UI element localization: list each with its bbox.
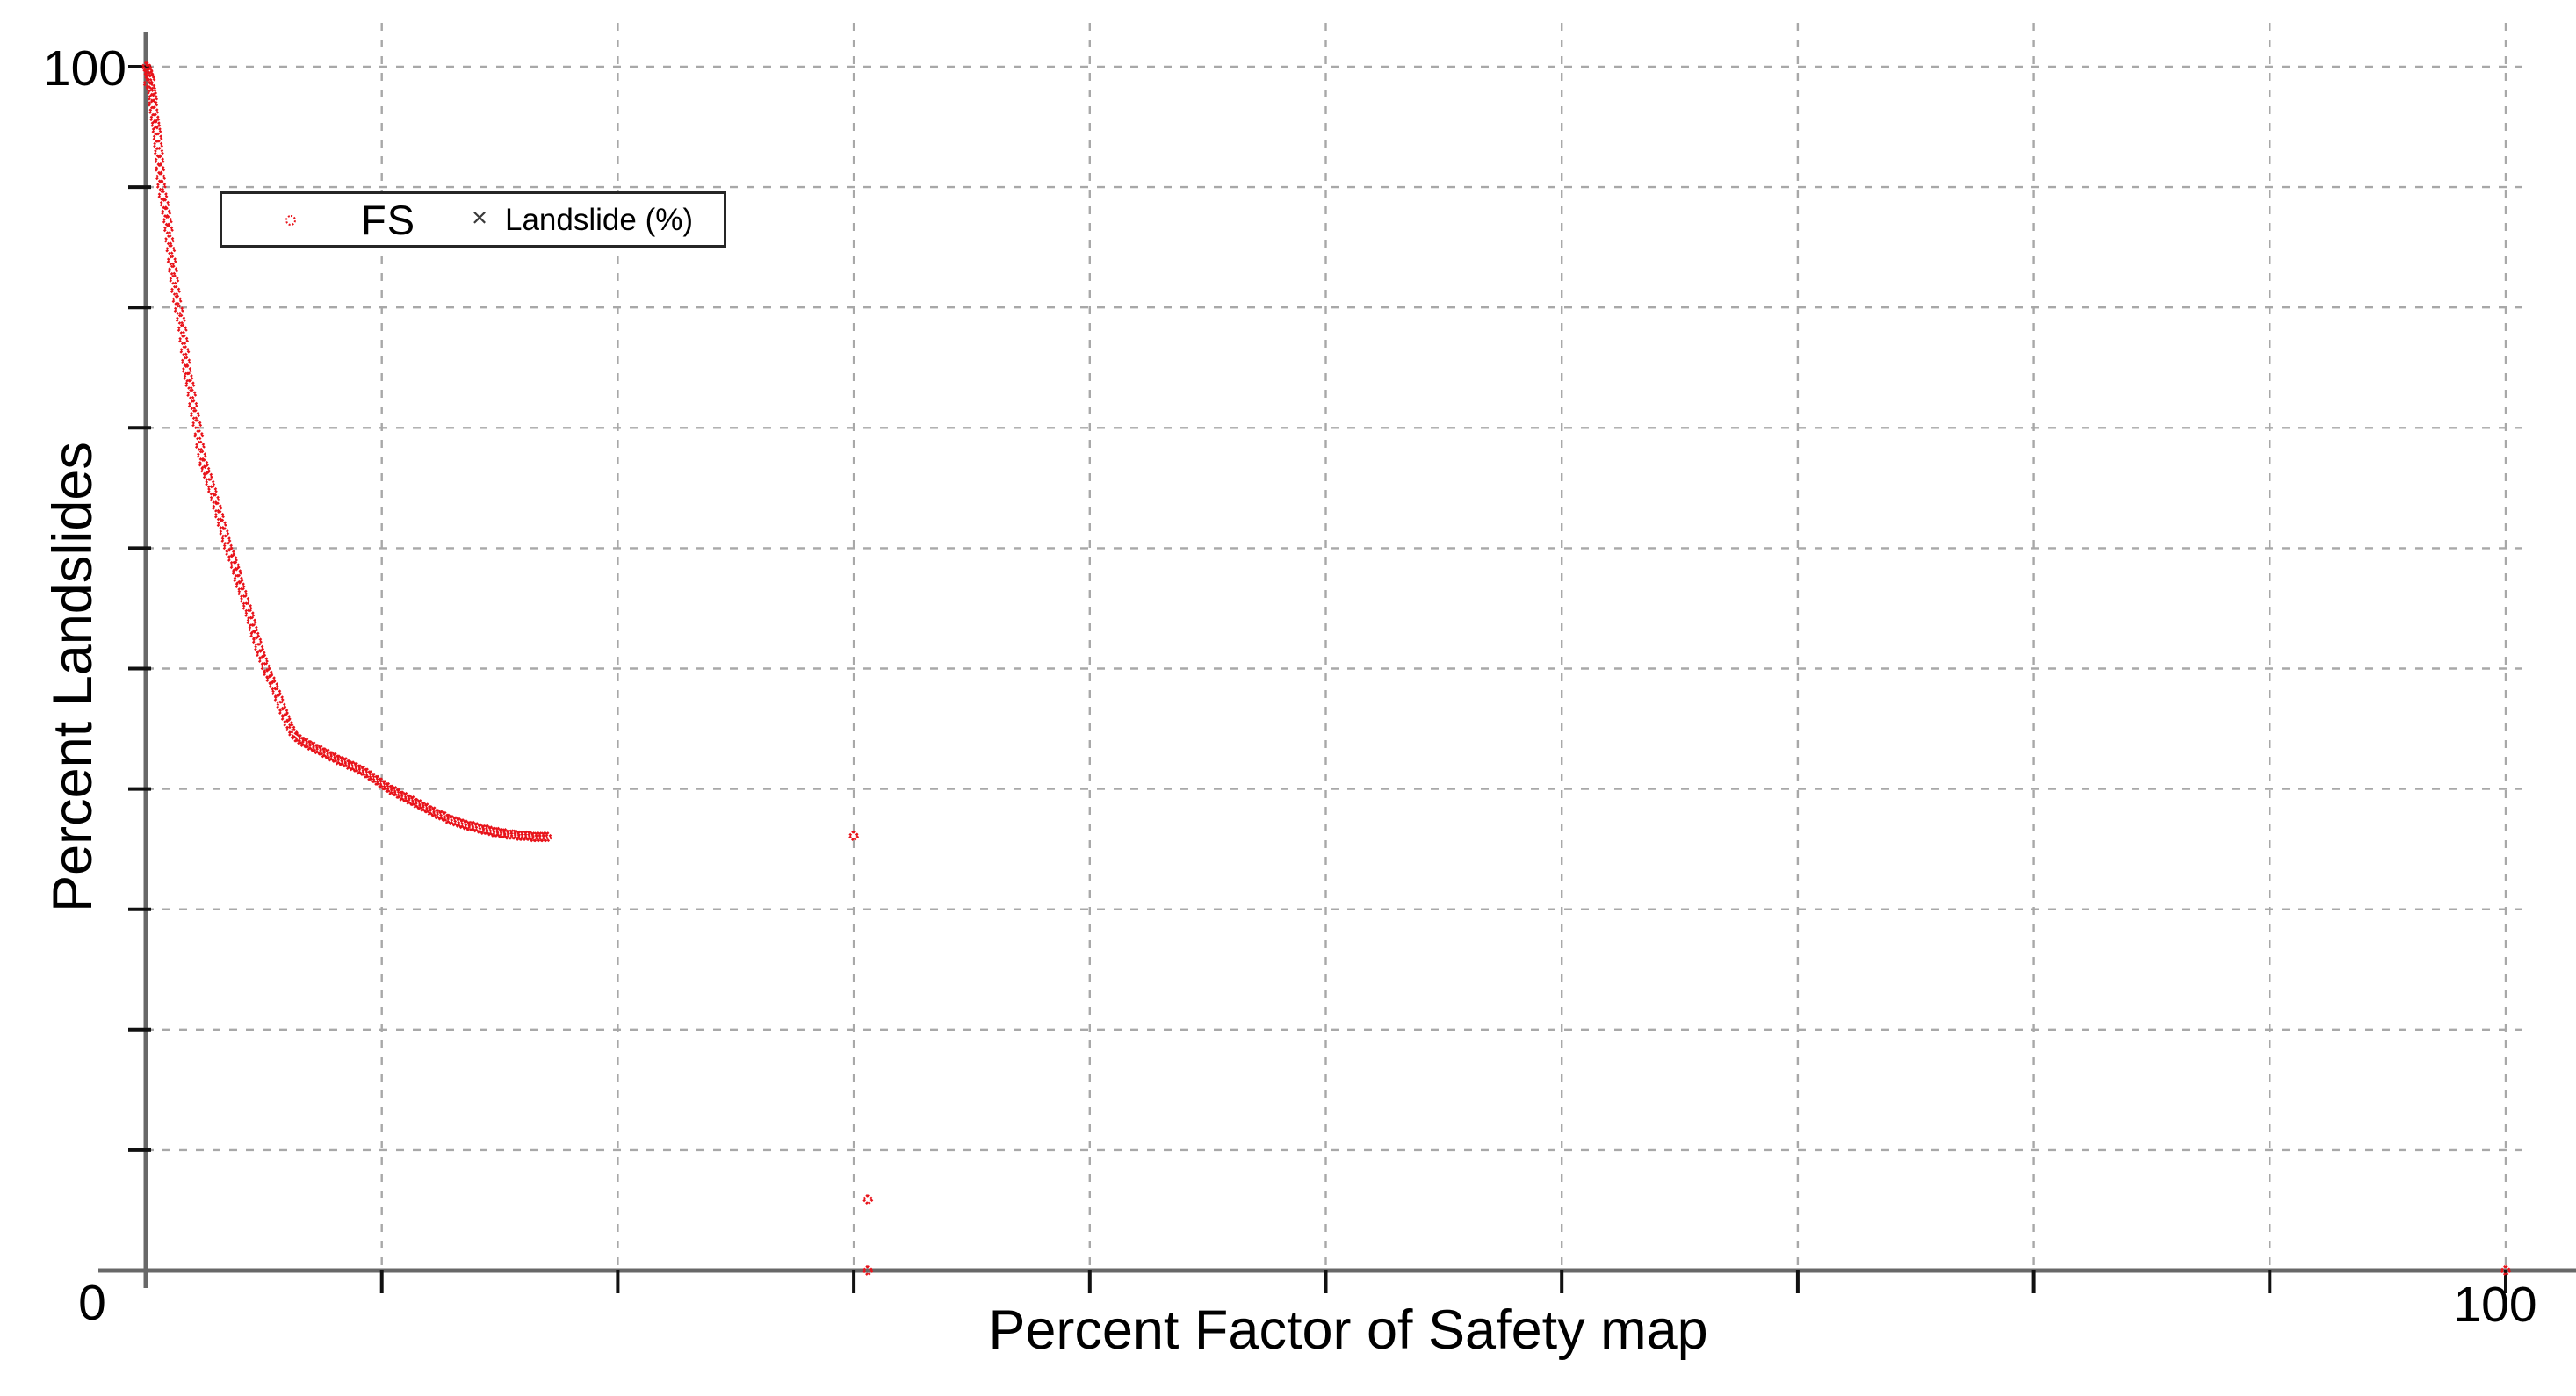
x-axis-title: Percent Factor of Safety map xyxy=(988,1299,1708,1361)
x-axis-max-tick-label: 100 xyxy=(2453,1277,2537,1333)
fs-diamond-marker xyxy=(847,829,861,843)
y-axis-max-tick-label: 100 xyxy=(42,40,126,97)
fs-diamond-marker xyxy=(861,1192,875,1206)
y-axis-title: Percent Landslides xyxy=(42,442,104,912)
fs-diamond-marker xyxy=(158,198,171,211)
fs-diamond-marker xyxy=(165,254,178,268)
legend-landslide-x-marker-icon: × xyxy=(472,202,488,233)
fs-diamond-marker xyxy=(167,273,181,286)
fs-diamond-marker xyxy=(154,170,168,184)
fs-diamond-marker xyxy=(195,449,208,463)
fs-diamond-marker xyxy=(184,387,198,401)
fs-diamond-marker xyxy=(166,263,180,277)
legend-fs-diamond-marker-icon xyxy=(285,215,296,226)
fs-diamond-marker xyxy=(159,205,173,219)
fs-diamond-marker xyxy=(193,439,207,453)
fs-diamond-marker xyxy=(153,154,166,168)
fs-diamond-marker xyxy=(191,428,206,442)
fs-diamond-marker xyxy=(155,179,169,193)
fs-diamond-marker xyxy=(174,313,188,327)
fs-diamond-marker xyxy=(162,222,176,236)
fs-diamond-marker xyxy=(162,234,177,247)
fs-diamond-marker xyxy=(163,243,177,256)
origin-tick-label: 0 xyxy=(78,1275,106,1331)
fs-diamond-marker xyxy=(169,284,183,298)
fs-diamond-marker xyxy=(156,189,170,202)
fs-diamond-marker xyxy=(170,293,184,307)
fs-diamond-marker xyxy=(186,398,200,412)
fs-diamond-marker xyxy=(177,333,191,347)
legend-fs-label: FS xyxy=(361,197,416,243)
legend: FS × Landslide (%) xyxy=(220,191,726,248)
fs-diamond-marker xyxy=(176,322,189,336)
fs-diamond-marker xyxy=(153,162,167,176)
legend-landslide-label: Landslide (%) xyxy=(505,203,693,237)
fs-diamond-marker xyxy=(188,407,202,421)
fs-diamond-marker xyxy=(178,344,191,357)
fs-diamond-marker xyxy=(152,146,166,159)
fs-diamond-marker xyxy=(197,457,211,471)
